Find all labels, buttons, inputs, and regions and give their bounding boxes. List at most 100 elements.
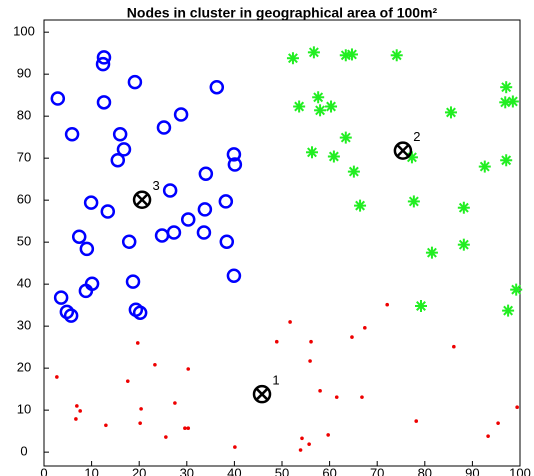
point [180, 212, 196, 227]
point [457, 201, 470, 214]
point [79, 241, 95, 257]
dot-marker [183, 426, 187, 431]
dot-marker [135, 341, 140, 345]
star-stroke [315, 105, 326, 116]
point [390, 49, 403, 62]
x-tick-label: 30 [180, 465, 194, 476]
point [110, 153, 126, 168]
point [360, 395, 364, 399]
point [166, 225, 182, 240]
point [325, 100, 338, 113]
dot-marker [363, 326, 367, 330]
point [116, 142, 132, 157]
dot-marker [326, 433, 330, 437]
point [63, 308, 79, 323]
star-stroke [307, 147, 317, 158]
point [444, 106, 457, 119]
point [452, 344, 456, 349]
point [407, 195, 420, 208]
star-stroke [426, 247, 437, 258]
dot-marker [173, 401, 177, 405]
circle-marker [100, 204, 116, 219]
dot-marker [300, 436, 304, 441]
dot-marker [75, 404, 79, 408]
circle-marker [63, 308, 79, 323]
dot-marker [452, 344, 456, 349]
centroid-ring [132, 190, 152, 209]
point [173, 401, 177, 405]
point [162, 183, 178, 198]
point [339, 131, 352, 144]
star-stroke [446, 107, 456, 118]
point [125, 274, 141, 289]
circle-marker [166, 225, 182, 240]
centroid-x [255, 387, 269, 401]
star-stroke [287, 53, 298, 64]
point [218, 194, 234, 209]
circle-marker [132, 305, 148, 320]
circle-marker [180, 212, 196, 227]
point [305, 146, 318, 159]
star-stroke [326, 101, 336, 112]
y-tick-label: 10 [17, 402, 31, 417]
point-label: 2 [413, 129, 420, 144]
point [132, 190, 152, 209]
dot-marker [308, 359, 312, 363]
point [100, 204, 116, 219]
star-stroke [458, 239, 469, 250]
circle-marker [209, 79, 225, 95]
y-tick-label: 0 [20, 444, 27, 459]
circle-marker [79, 241, 95, 257]
y-tick-label: 70 [17, 150, 31, 165]
circle-marker [121, 234, 137, 249]
point [506, 95, 519, 108]
chart-title: Nodes in cluster in geographical area of… [127, 5, 438, 21]
point [71, 229, 87, 244]
y-tick-label: 20 [17, 360, 31, 375]
circle-marker [173, 107, 189, 122]
circle-marker [116, 142, 132, 157]
dot-marker [138, 421, 142, 425]
point [55, 375, 59, 379]
point [314, 104, 327, 117]
point-label: 3 [152, 178, 159, 193]
dot-marker [288, 320, 292, 324]
point [363, 326, 367, 330]
circle-marker [198, 166, 214, 181]
point [288, 320, 292, 324]
point [226, 268, 242, 284]
star-stroke [500, 97, 511, 108]
star-stroke [501, 82, 512, 93]
point [300, 436, 304, 441]
circle-marker [71, 229, 87, 244]
dot-marker [515, 405, 519, 410]
circle-marker [226, 268, 242, 284]
dot-marker [233, 445, 237, 449]
point [286, 52, 299, 65]
circle-marker [125, 274, 141, 289]
circle-marker [227, 157, 243, 172]
star-stroke [507, 96, 518, 107]
point [78, 283, 94, 299]
star-stroke [479, 161, 490, 172]
dot-marker [104, 423, 108, 428]
y-tick-label: 90 [17, 66, 31, 81]
point [347, 165, 360, 178]
point [78, 409, 82, 413]
point [95, 56, 111, 72]
point [307, 46, 320, 59]
point [312, 91, 325, 104]
point [478, 160, 491, 173]
star-stroke [416, 301, 426, 311]
star-stroke [294, 101, 305, 112]
point [227, 157, 243, 172]
point [96, 50, 112, 65]
star-stroke [391, 50, 402, 61]
point [96, 95, 112, 110]
y-tick-label: 40 [17, 276, 31, 291]
y-tick-label: 50 [17, 234, 31, 249]
dot-marker [274, 339, 279, 344]
point [510, 283, 523, 296]
star-stroke [347, 49, 357, 60]
